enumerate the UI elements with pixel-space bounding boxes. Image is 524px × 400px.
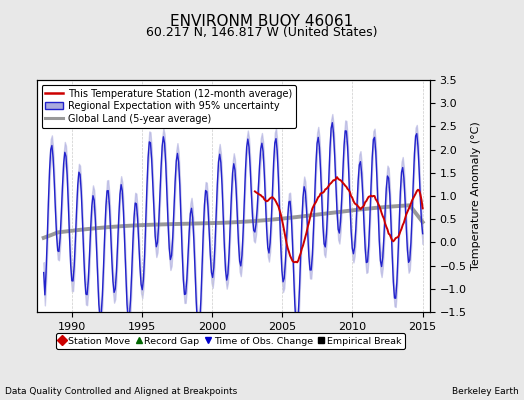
Text: Berkeley Earth: Berkeley Earth bbox=[452, 387, 519, 396]
Y-axis label: Temperature Anomaly (°C): Temperature Anomaly (°C) bbox=[471, 122, 481, 270]
Legend: Station Move, Record Gap, Time of Obs. Change, Empirical Break: Station Move, Record Gap, Time of Obs. C… bbox=[56, 333, 405, 349]
Text: Data Quality Controlled and Aligned at Breakpoints: Data Quality Controlled and Aligned at B… bbox=[5, 387, 237, 396]
Text: ENVIRONM BUOY 46061: ENVIRONM BUOY 46061 bbox=[170, 14, 354, 29]
Legend: This Temperature Station (12-month average), Regional Expectation with 95% uncer: This Temperature Station (12-month avera… bbox=[41, 85, 296, 128]
Text: 60.217 N, 146.817 W (United States): 60.217 N, 146.817 W (United States) bbox=[146, 26, 378, 39]
